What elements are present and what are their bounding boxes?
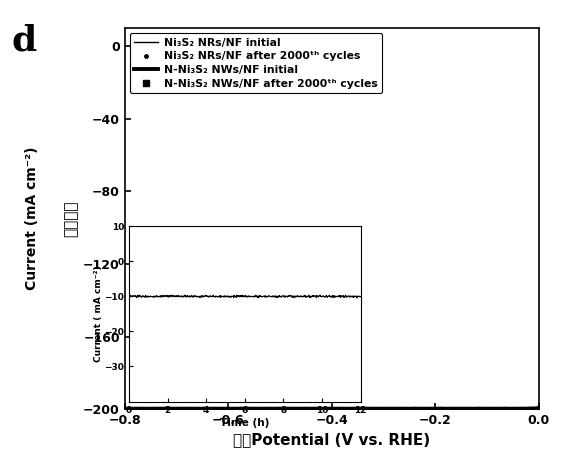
Text: 电流密度: 电流密度: [64, 200, 78, 237]
Y-axis label: Current (mA cm⁻²): Current (mA cm⁻²): [25, 147, 39, 290]
Text: d: d: [11, 23, 37, 57]
Legend: Ni₃S₂ NRs/NF initial, Ni₃S₂ NRs/NF after 2000ᵗʰ cycles, N-Ni₃S₂ NWs/NF initial, : Ni₃S₂ NRs/NF initial, Ni₃S₂ NRs/NF after…: [130, 33, 382, 93]
X-axis label: 电位Potential (V vs. RHE): 电位Potential (V vs. RHE): [233, 432, 430, 448]
